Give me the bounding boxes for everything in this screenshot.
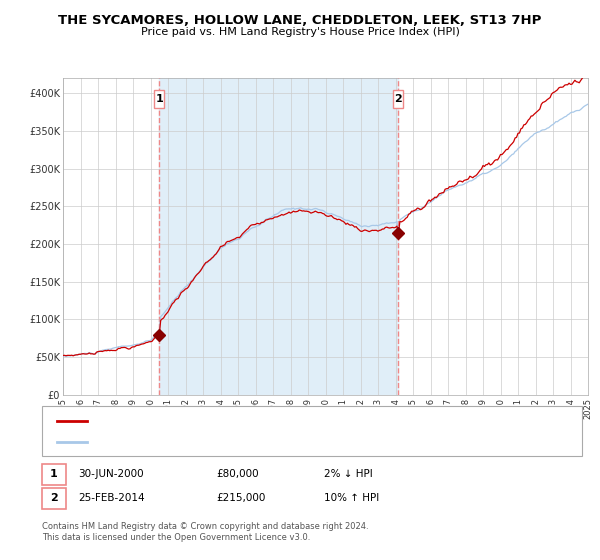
- Text: THE SYCAMORES, HOLLOW LANE, CHEDDLETON, LEEK, ST13 7HP (detached house): THE SYCAMORES, HOLLOW LANE, CHEDDLETON, …: [93, 417, 467, 426]
- Text: 25-FEB-2014: 25-FEB-2014: [78, 493, 145, 503]
- Text: THE SYCAMORES, HOLLOW LANE, CHEDDLETON, LEEK, ST13 7HP: THE SYCAMORES, HOLLOW LANE, CHEDDLETON, …: [58, 14, 542, 27]
- Text: 2: 2: [394, 94, 402, 104]
- Text: 10% ↑ HPI: 10% ↑ HPI: [324, 493, 379, 503]
- Text: 2: 2: [50, 493, 58, 503]
- Bar: [394, 90, 403, 108]
- Bar: [159, 78, 398, 395]
- Text: Contains HM Land Registry data © Crown copyright and database right 2024.: Contains HM Land Registry data © Crown c…: [42, 522, 368, 531]
- Text: 2% ↓ HPI: 2% ↓ HPI: [324, 469, 373, 479]
- Text: HPI: Average price, detached house, Staffordshire Moorlands: HPI: Average price, detached house, Staf…: [93, 438, 368, 447]
- Text: Price paid vs. HM Land Registry's House Price Index (HPI): Price paid vs. HM Land Registry's House …: [140, 27, 460, 37]
- Text: £215,000: £215,000: [216, 493, 265, 503]
- Bar: [154, 90, 164, 108]
- Text: 1: 1: [155, 94, 163, 104]
- Text: This data is licensed under the Open Government Licence v3.0.: This data is licensed under the Open Gov…: [42, 533, 310, 542]
- Text: 30-JUN-2000: 30-JUN-2000: [78, 469, 143, 479]
- Text: £80,000: £80,000: [216, 469, 259, 479]
- Text: 1: 1: [50, 469, 58, 479]
